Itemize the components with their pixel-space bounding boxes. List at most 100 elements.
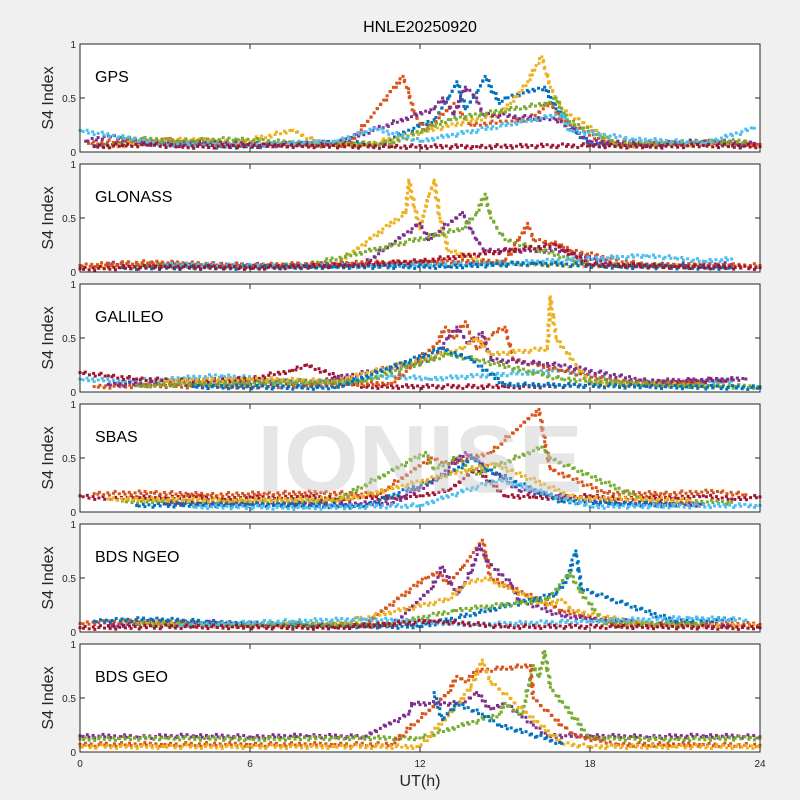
data-point [215, 263, 219, 267]
data-point [574, 366, 578, 370]
data-point [163, 379, 167, 383]
data-point [462, 335, 466, 339]
data-point [544, 89, 548, 92]
data-point [236, 138, 240, 142]
data-point [138, 265, 142, 269]
data-point [575, 259, 579, 263]
data-point [530, 143, 534, 147]
data-point [410, 138, 414, 142]
data-point [362, 264, 366, 268]
data-point [171, 380, 175, 384]
data-point [215, 379, 219, 383]
data-point [716, 382, 720, 386]
data-point [306, 380, 310, 384]
data-point [373, 126, 377, 130]
data-point [157, 263, 161, 267]
data-point [584, 255, 588, 259]
data-point [227, 262, 231, 266]
data-point [400, 361, 404, 365]
data-point [602, 143, 606, 147]
data-point [166, 380, 170, 384]
data-point [200, 496, 204, 500]
data-point [461, 258, 464, 262]
data-point [643, 377, 647, 381]
data-point [415, 129, 419, 133]
data-point [373, 246, 377, 250]
data-point [743, 264, 747, 268]
data-point [301, 142, 305, 146]
data-point [387, 261, 391, 265]
data-point [650, 264, 654, 268]
data-point [724, 256, 728, 260]
data-point [512, 386, 516, 390]
data-point [704, 141, 708, 145]
data-point [376, 234, 380, 238]
data-point [553, 365, 557, 369]
data-point [650, 141, 654, 145]
data-point [187, 266, 191, 270]
data-point [412, 355, 416, 359]
data-point [373, 144, 377, 148]
data-point [295, 495, 299, 499]
data-point [363, 243, 367, 247]
data-point [332, 262, 336, 266]
data-point [324, 265, 328, 269]
data-point [752, 386, 756, 390]
data-point [194, 380, 198, 384]
data-point [485, 368, 489, 372]
data-point [360, 264, 364, 268]
data-point [138, 496, 142, 500]
data-point [418, 354, 421, 358]
data-point [510, 119, 514, 123]
data-point [522, 226, 526, 230]
data-point [180, 142, 184, 146]
data-point [598, 134, 602, 138]
data-point [673, 256, 677, 260]
data-point [593, 383, 597, 387]
data-point [547, 364, 551, 368]
data-point [136, 145, 140, 149]
data-point [106, 144, 110, 148]
data-point [415, 137, 419, 141]
data-point [701, 383, 705, 387]
data-point [595, 141, 599, 145]
data-point [410, 143, 414, 147]
data-point [96, 136, 100, 140]
data-point [688, 378, 692, 382]
data-point [730, 376, 734, 380]
data-point [112, 381, 116, 385]
data-point [446, 248, 450, 252]
data-point [742, 144, 746, 148]
data-point [365, 377, 369, 381]
data-point [168, 144, 172, 148]
data-point [614, 135, 618, 139]
data-point [508, 381, 512, 385]
data-point [398, 77, 402, 81]
data-point [120, 375, 124, 379]
data-point [462, 99, 466, 103]
data-point [337, 142, 341, 146]
data-point [483, 345, 487, 349]
data-point [231, 385, 235, 389]
data-point [404, 366, 408, 370]
data-point [483, 114, 487, 118]
data-point [525, 88, 529, 92]
data-point [455, 334, 459, 338]
data-point [582, 135, 586, 139]
data-point [554, 247, 558, 251]
data-point [334, 258, 338, 262]
data-point [280, 142, 284, 146]
data-point [263, 382, 267, 386]
data-point [604, 383, 608, 387]
data-point [222, 382, 226, 386]
data-point [720, 258, 724, 262]
data-point [406, 117, 410, 121]
data-point [84, 139, 88, 143]
data-point [336, 139, 340, 143]
data-point [248, 262, 252, 266]
data-point [377, 263, 381, 267]
data-point [568, 384, 572, 388]
data-point [743, 495, 747, 499]
data-point [601, 258, 605, 262]
data-point [101, 495, 105, 499]
